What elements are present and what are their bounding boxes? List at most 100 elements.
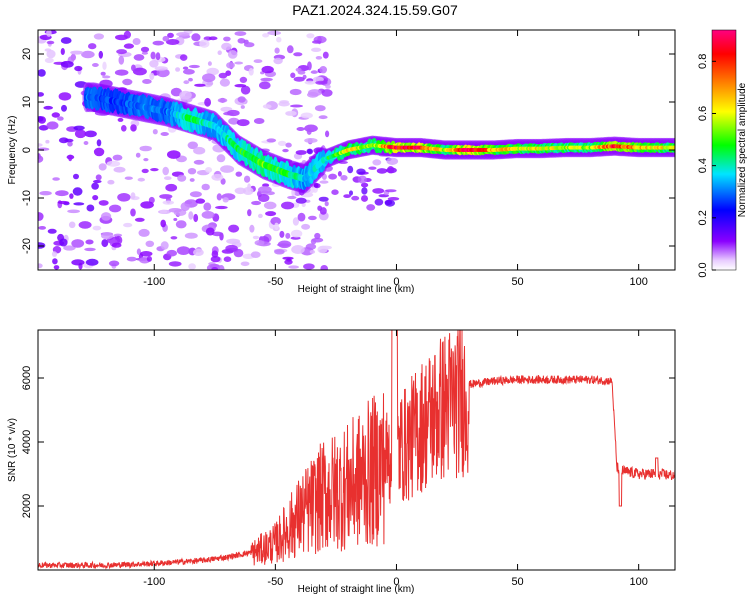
- spectrogram-noise-blob: [374, 198, 384, 206]
- spectrogram-noise-blob: [287, 45, 294, 54]
- spectrogram-noise-blob: [235, 171, 243, 177]
- spectrogram-noise-blob: [86, 204, 95, 212]
- spectrogram-noise-blob: [288, 265, 299, 269]
- spectrogram-noise-blob: [310, 238, 317, 245]
- x-tick-label: 100: [629, 576, 647, 588]
- spectrogram-noise-blob: [278, 101, 290, 107]
- spectrogram-noise-blob: [293, 52, 303, 57]
- y-tick-label: 4000: [21, 430, 33, 454]
- spectrogram-noise-blob: [130, 124, 137, 132]
- spectrogram-noise-blob: [93, 179, 102, 184]
- spectrogram-noise-blob: [274, 47, 280, 54]
- spectrogram-noise-blob: [206, 81, 214, 86]
- spectrogram-noise-blob: [136, 248, 141, 255]
- snr-frame: [37, 329, 676, 571]
- spectrogram-noise-blob: [143, 158, 149, 162]
- spectrogram-noise-blob: [215, 205, 228, 210]
- spectrogram-noise-blob: [322, 51, 329, 59]
- spectrogram-noise-blob: [183, 80, 190, 85]
- spectrogram-noise-blob: [206, 67, 219, 76]
- spectrogram-noise-blob: [290, 72, 296, 79]
- snr-x-ticks: -100 -50 0 50 100: [143, 330, 648, 588]
- spectrogram-noise-blob: [312, 40, 322, 44]
- spectrogram-noise-blob: [234, 31, 247, 36]
- y-tick-label: 2000: [21, 494, 33, 518]
- spectrogram-noise-blob: [167, 32, 174, 39]
- spectrogram-noise-blob: [207, 61, 212, 66]
- spectrogram-noise-blob: [211, 267, 218, 270]
- spectrogram-noise-blob: [60, 60, 74, 68]
- spectrogram-y-axis-label: Frequency (Hz): [7, 116, 18, 185]
- spectrogram-noise-blob: [349, 190, 353, 196]
- spectrogram-noise-blob: [117, 193, 131, 202]
- spectrogram-noise-blob: [175, 220, 187, 229]
- spectrogram-noise-blob: [228, 224, 240, 233]
- spectrogram-noise-blob: [274, 222, 279, 230]
- spectrogram-noise-blob: [201, 211, 215, 219]
- spectrogram-noise-blob: [216, 193, 222, 201]
- spectrogram-noise-blob: [318, 196, 329, 202]
- spectrogram-noise-blob: [234, 61, 244, 65]
- spectrogram-noise-blob: [201, 183, 210, 191]
- spectrogram-noise-blob: [176, 32, 190, 37]
- spectrogram-noise-blob: [273, 57, 283, 65]
- spectrogram-noise-blob: [111, 242, 122, 248]
- spectrogram-noise-blob: [118, 55, 125, 65]
- spectrogram-noise-blob: [324, 201, 329, 207]
- spectrogram-noise-blob: [70, 50, 84, 55]
- colorbar-tick-label: 0.8: [697, 54, 709, 69]
- spectrogram-noise-blob: [262, 33, 270, 38]
- x-tick-label: -50: [267, 576, 283, 588]
- spectrogram-noise-blob: [258, 186, 272, 194]
- spectrogram-noise-blob: [81, 50, 95, 59]
- spectrogram-noise-blob: [85, 239, 94, 245]
- spectrogram-noise-blob: [123, 222, 133, 228]
- spectrogram-noise-blob: [220, 165, 235, 173]
- spectrogram-noise-blob: [237, 38, 246, 44]
- spectrogram-noise-blob: [211, 173, 224, 181]
- x-tick-label: 50: [511, 576, 523, 588]
- spectrogram-noise-blob: [141, 51, 148, 55]
- spectrogram-noise-blob: [220, 178, 226, 185]
- spectrogram-noise-blob: [183, 69, 195, 75]
- spectrogram-noise-blob: [162, 35, 170, 42]
- spectrogram-noise-blob: [39, 191, 52, 196]
- spectrogram-noise-blob: [126, 256, 137, 262]
- spectrogram-noise-blob: [69, 193, 74, 199]
- spectrogram-noise-blob: [184, 232, 198, 239]
- spectrogram-noise-blob: [168, 208, 182, 213]
- spectrogram-noise-blob: [226, 62, 235, 69]
- spectrogram-noise-blob: [187, 141, 198, 150]
- page-title: PAZ1.2024.324.15.59.G07: [292, 2, 458, 18]
- spectrogram-noise-blob: [216, 154, 226, 163]
- spectrogram-noise-blob: [160, 241, 169, 250]
- spectrogram-noise-blob: [102, 75, 111, 79]
- spectrogram-noise-blob: [356, 168, 366, 175]
- spectrogram-noise-blob: [98, 200, 109, 206]
- spectrogram-noise-blob: [71, 259, 85, 266]
- spectrogram-noise-blob: [114, 69, 129, 76]
- spectrogram-noise-blob: [92, 63, 99, 67]
- spectrogram-noise-blob: [101, 232, 114, 240]
- spectrogram-noise-blob: [287, 195, 297, 200]
- spectrogram-noise-blob: [64, 138, 74, 143]
- spectrogram-noise-blob: [146, 256, 152, 262]
- spectrogram-noise-blob: [204, 97, 212, 107]
- spectrogram-noise-blob: [253, 118, 265, 124]
- spectrogram-noise-blob: [156, 68, 170, 78]
- spectrogram-noise-blob: [325, 84, 331, 89]
- spectrogram-noise-blob: [261, 65, 274, 74]
- spectrogram-noise-blob: [193, 159, 205, 165]
- spectrogram-x-axis-label: Height of straight line (km): [298, 284, 415, 295]
- spectrogram-noise-blob: [72, 187, 83, 196]
- spectrogram-noise-blob: [191, 33, 201, 42]
- spectrogram-noise-blob: [165, 183, 178, 192]
- spectrogram-noise-blob: [193, 248, 204, 256]
- spectrogram-noise-blob: [368, 166, 377, 170]
- spectrogram-noise-blob: [258, 194, 270, 202]
- spectrogram-noise-blob: [225, 244, 238, 252]
- colorbar-ticks: 0.0 0.2 0.4 0.6 0.8: [697, 54, 716, 278]
- spectrogram-noise-blob: [132, 67, 147, 76]
- spectrogram-noise-blob: [306, 33, 315, 39]
